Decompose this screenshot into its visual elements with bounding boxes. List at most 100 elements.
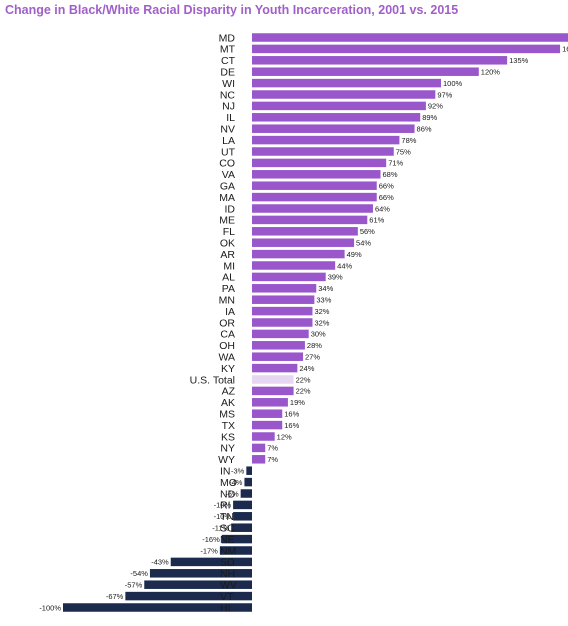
bar-la bbox=[252, 135, 400, 145]
bar-ca bbox=[252, 329, 309, 339]
category-label-id: ID bbox=[225, 203, 236, 215]
value-label-wy: 7% bbox=[267, 455, 278, 464]
value-label-al: 39% bbox=[328, 273, 343, 282]
value-label-ct: 135% bbox=[509, 56, 529, 65]
category-label-nc: NC bbox=[220, 89, 236, 101]
value-label-sd: -43% bbox=[151, 558, 169, 567]
value-label-ok: 54% bbox=[356, 239, 371, 248]
value-label-nc: 97% bbox=[437, 90, 452, 99]
category-label-nj: NJ bbox=[222, 101, 235, 113]
value-label-hi: -100% bbox=[39, 603, 61, 612]
bar-oh bbox=[252, 341, 305, 350]
category-label-va: VA bbox=[222, 169, 235, 181]
category-label-co: CO bbox=[219, 158, 235, 170]
category-label-ms: MS bbox=[219, 409, 235, 421]
bar-ri bbox=[233, 500, 252, 510]
value-label-nh: -54% bbox=[130, 569, 148, 578]
bar-wi bbox=[252, 78, 441, 88]
bar-pa bbox=[252, 284, 317, 293]
value-label-mn: 33% bbox=[316, 296, 331, 305]
bar-mo bbox=[244, 477, 252, 487]
value-label-la: 78% bbox=[401, 136, 416, 145]
category-label-ky: KY bbox=[221, 363, 235, 375]
bar-ms bbox=[252, 409, 283, 418]
bar-ma bbox=[252, 192, 377, 202]
bar-va bbox=[252, 170, 381, 179]
category-label-wv: WV bbox=[220, 580, 237, 592]
category-label-ri: RI bbox=[220, 500, 231, 512]
bar-de bbox=[252, 67, 479, 76]
bar-ks bbox=[252, 432, 275, 441]
category-label-in: IN bbox=[220, 466, 231, 478]
value-label-mt: 163% bbox=[562, 45, 568, 54]
bar-ia bbox=[252, 306, 313, 316]
category-label-ny: NY bbox=[220, 443, 235, 455]
category-label-vt: VT bbox=[220, 591, 234, 603]
category-label-la: LA bbox=[222, 135, 235, 147]
value-label-ia: 32% bbox=[314, 307, 329, 316]
value-label-co: 71% bbox=[388, 159, 403, 168]
value-label-wa: 27% bbox=[305, 353, 320, 362]
value-label-nm: -17% bbox=[200, 546, 218, 555]
bar-ne bbox=[221, 534, 252, 544]
bar-il bbox=[252, 113, 421, 122]
bar-id bbox=[252, 204, 373, 213]
category-label-wy: WY bbox=[218, 454, 235, 466]
category-label-ut: UT bbox=[221, 146, 236, 158]
value-label-or: 32% bbox=[314, 318, 329, 327]
value-label-ut: 75% bbox=[396, 147, 411, 156]
bar-md bbox=[252, 33, 568, 42]
bar-nm bbox=[219, 546, 252, 555]
category-label-tx: TX bbox=[222, 420, 235, 432]
category-label-al: AL bbox=[222, 272, 235, 284]
bar-ny bbox=[252, 443, 266, 453]
bar-ut bbox=[252, 147, 394, 156]
chart-title: Change in Black/White Racial Disparity i… bbox=[5, 3, 459, 17]
category-label-ne: NE bbox=[220, 534, 235, 546]
value-label-az: 22% bbox=[296, 387, 311, 396]
value-label-nd: -6% bbox=[225, 489, 239, 498]
bar-ct bbox=[252, 56, 508, 65]
value-label-ma: 66% bbox=[379, 193, 394, 202]
value-label-va: 68% bbox=[383, 170, 398, 179]
value-label-me: 61% bbox=[369, 216, 384, 225]
value-label-id: 64% bbox=[375, 204, 390, 213]
category-label-ok: OK bbox=[220, 238, 235, 250]
bar-sc bbox=[231, 523, 252, 532]
category-label-wa: WA bbox=[218, 352, 235, 364]
category-label-wi: WI bbox=[222, 78, 235, 90]
bar-co bbox=[252, 158, 387, 168]
category-label-ks: KS bbox=[221, 431, 235, 443]
value-label-ny: 7% bbox=[267, 444, 278, 453]
category-label-mi: MI bbox=[223, 260, 235, 272]
category-label-ga: GA bbox=[220, 181, 235, 193]
category-label-sc: SC bbox=[220, 523, 235, 535]
category-label-il: IL bbox=[226, 112, 235, 124]
value-label-tx: 16% bbox=[284, 421, 299, 430]
bar-me bbox=[252, 215, 368, 225]
category-label-mt: MT bbox=[220, 44, 236, 56]
value-label-ne: -16% bbox=[202, 535, 220, 544]
value-label-wv: -57% bbox=[125, 581, 143, 590]
value-label-mi: 44% bbox=[337, 261, 352, 270]
value-label-u-s-total: 22% bbox=[296, 375, 311, 384]
value-label-ar: 49% bbox=[347, 250, 362, 259]
category-label-u-s-total: U.S. Total bbox=[190, 374, 235, 386]
bar-hi bbox=[63, 603, 252, 612]
category-label-me: ME bbox=[219, 215, 235, 227]
category-label-mo: MO bbox=[220, 477, 237, 489]
bar-nc bbox=[252, 90, 436, 99]
value-label-de: 120% bbox=[481, 68, 501, 77]
value-label-wi: 100% bbox=[443, 79, 463, 88]
value-label-il: 89% bbox=[422, 113, 437, 122]
category-label-nv: NV bbox=[220, 124, 235, 136]
category-label-ct: CT bbox=[221, 55, 236, 67]
value-label-ga: 66% bbox=[379, 182, 394, 191]
category-label-ma: MA bbox=[219, 192, 235, 204]
value-label-nv: 86% bbox=[417, 125, 432, 134]
value-label-tn: -10% bbox=[214, 512, 232, 521]
bar-mn bbox=[252, 295, 315, 304]
value-label-ca: 30% bbox=[311, 330, 326, 339]
bar-tn bbox=[233, 512, 252, 521]
bar-nv bbox=[252, 124, 415, 133]
